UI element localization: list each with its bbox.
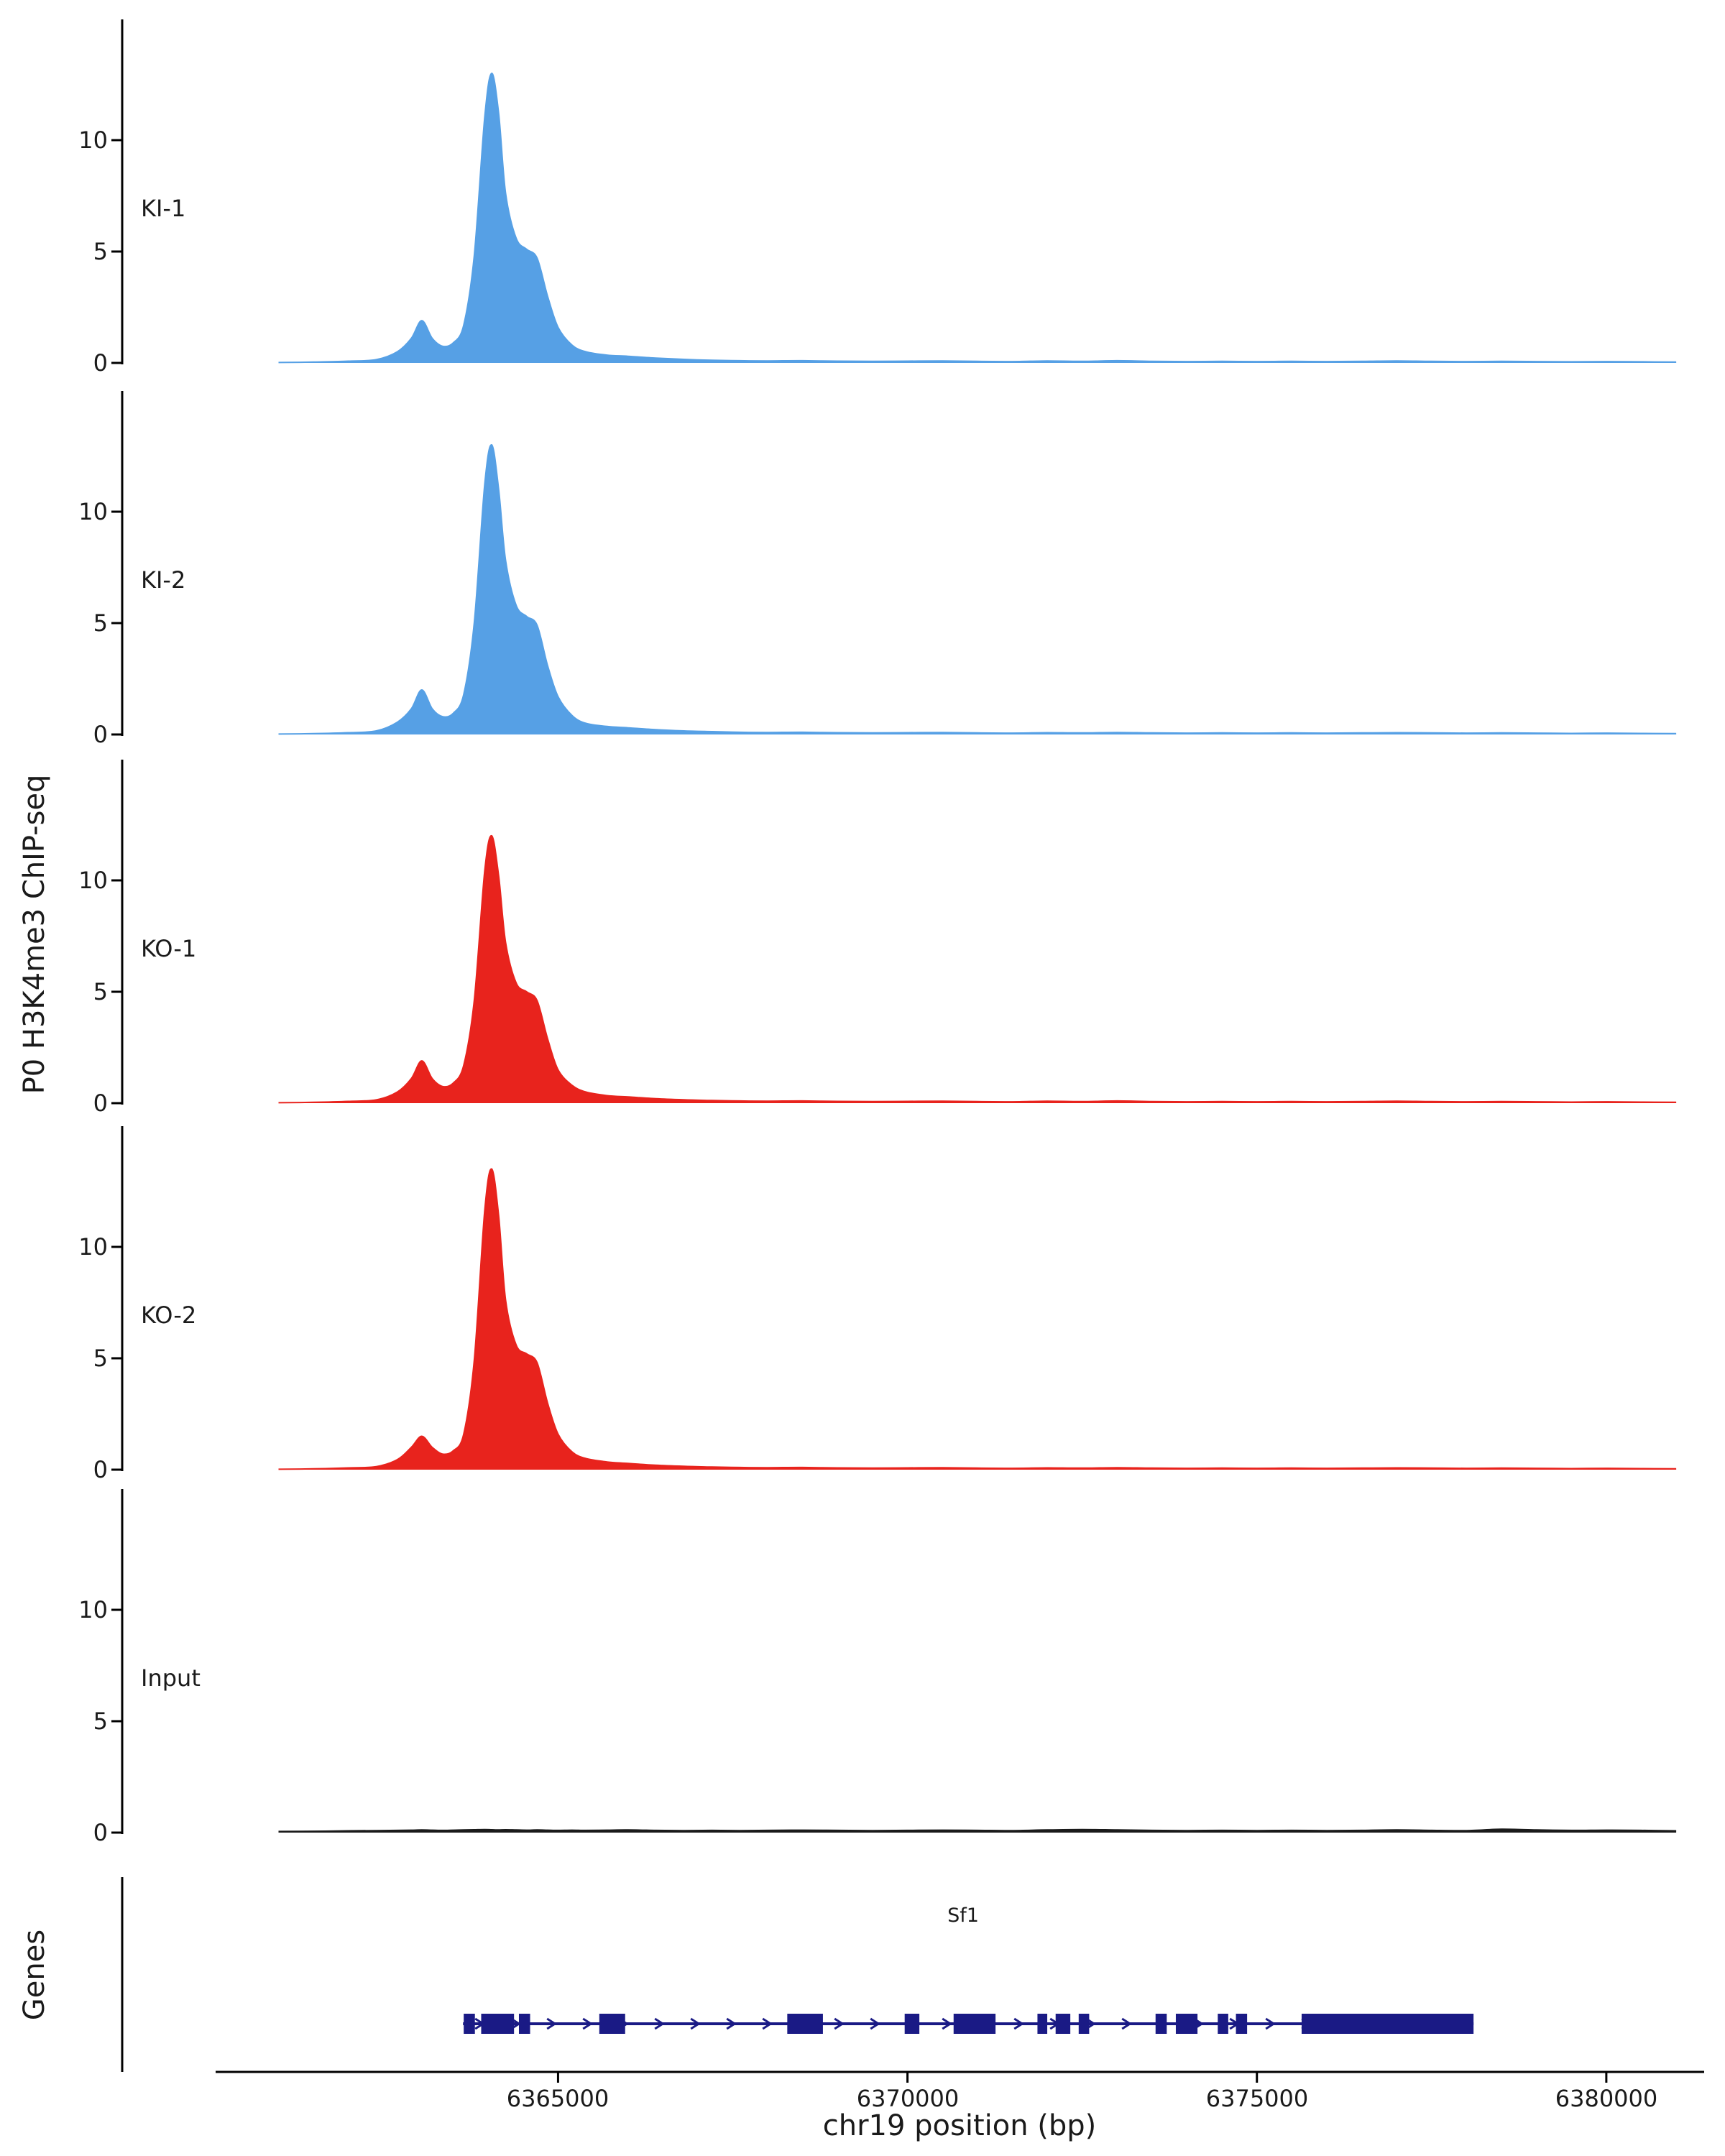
track-label-ko-2: KO-2	[141, 1302, 197, 1329]
gene-name-label: Sf1	[947, 1904, 979, 1927]
y-tick-label: 5	[93, 978, 108, 1005]
x-tick-label: 6370000	[856, 2085, 960, 2112]
track-label-ki-2: KI-2	[141, 566, 186, 594]
y-tick-label: 10	[78, 1233, 108, 1261]
y-tick-label: 0	[93, 1456, 108, 1483]
y-tick-label: 0	[93, 349, 108, 377]
y-tick-label: 0	[93, 1089, 108, 1117]
y-tick-label: 10	[78, 126, 108, 154]
track-label-ki-1: KI-1	[141, 195, 186, 222]
y-tick-label: 5	[93, 609, 108, 637]
genes-axis-title: Genes	[18, 1929, 51, 2021]
y-axis-title: P0 H3K4me3 ChIP-seq	[18, 774, 51, 1095]
y-tick-label: 5	[93, 1345, 108, 1372]
y-tick-label: 10	[78, 867, 108, 894]
y-tick-label: 5	[93, 238, 108, 265]
y-tick-label: 0	[93, 721, 108, 748]
y-tick-label: 0	[93, 1819, 108, 1846]
y-tick-label: 10	[78, 498, 108, 525]
track-label-input: Input	[141, 1664, 201, 1692]
y-tick-label: 5	[93, 1708, 108, 1735]
x-tick-label: 6375000	[1205, 2085, 1309, 2112]
x-tick-label: 6365000	[506, 2085, 610, 2112]
y-tick-label: 10	[78, 1596, 108, 1623]
track-label-ko-1: KO-1	[141, 935, 197, 962]
x-tick-label: 6380000	[1555, 2085, 1658, 2112]
x-axis-title: chr19 position (bp)	[822, 2109, 1097, 2142]
